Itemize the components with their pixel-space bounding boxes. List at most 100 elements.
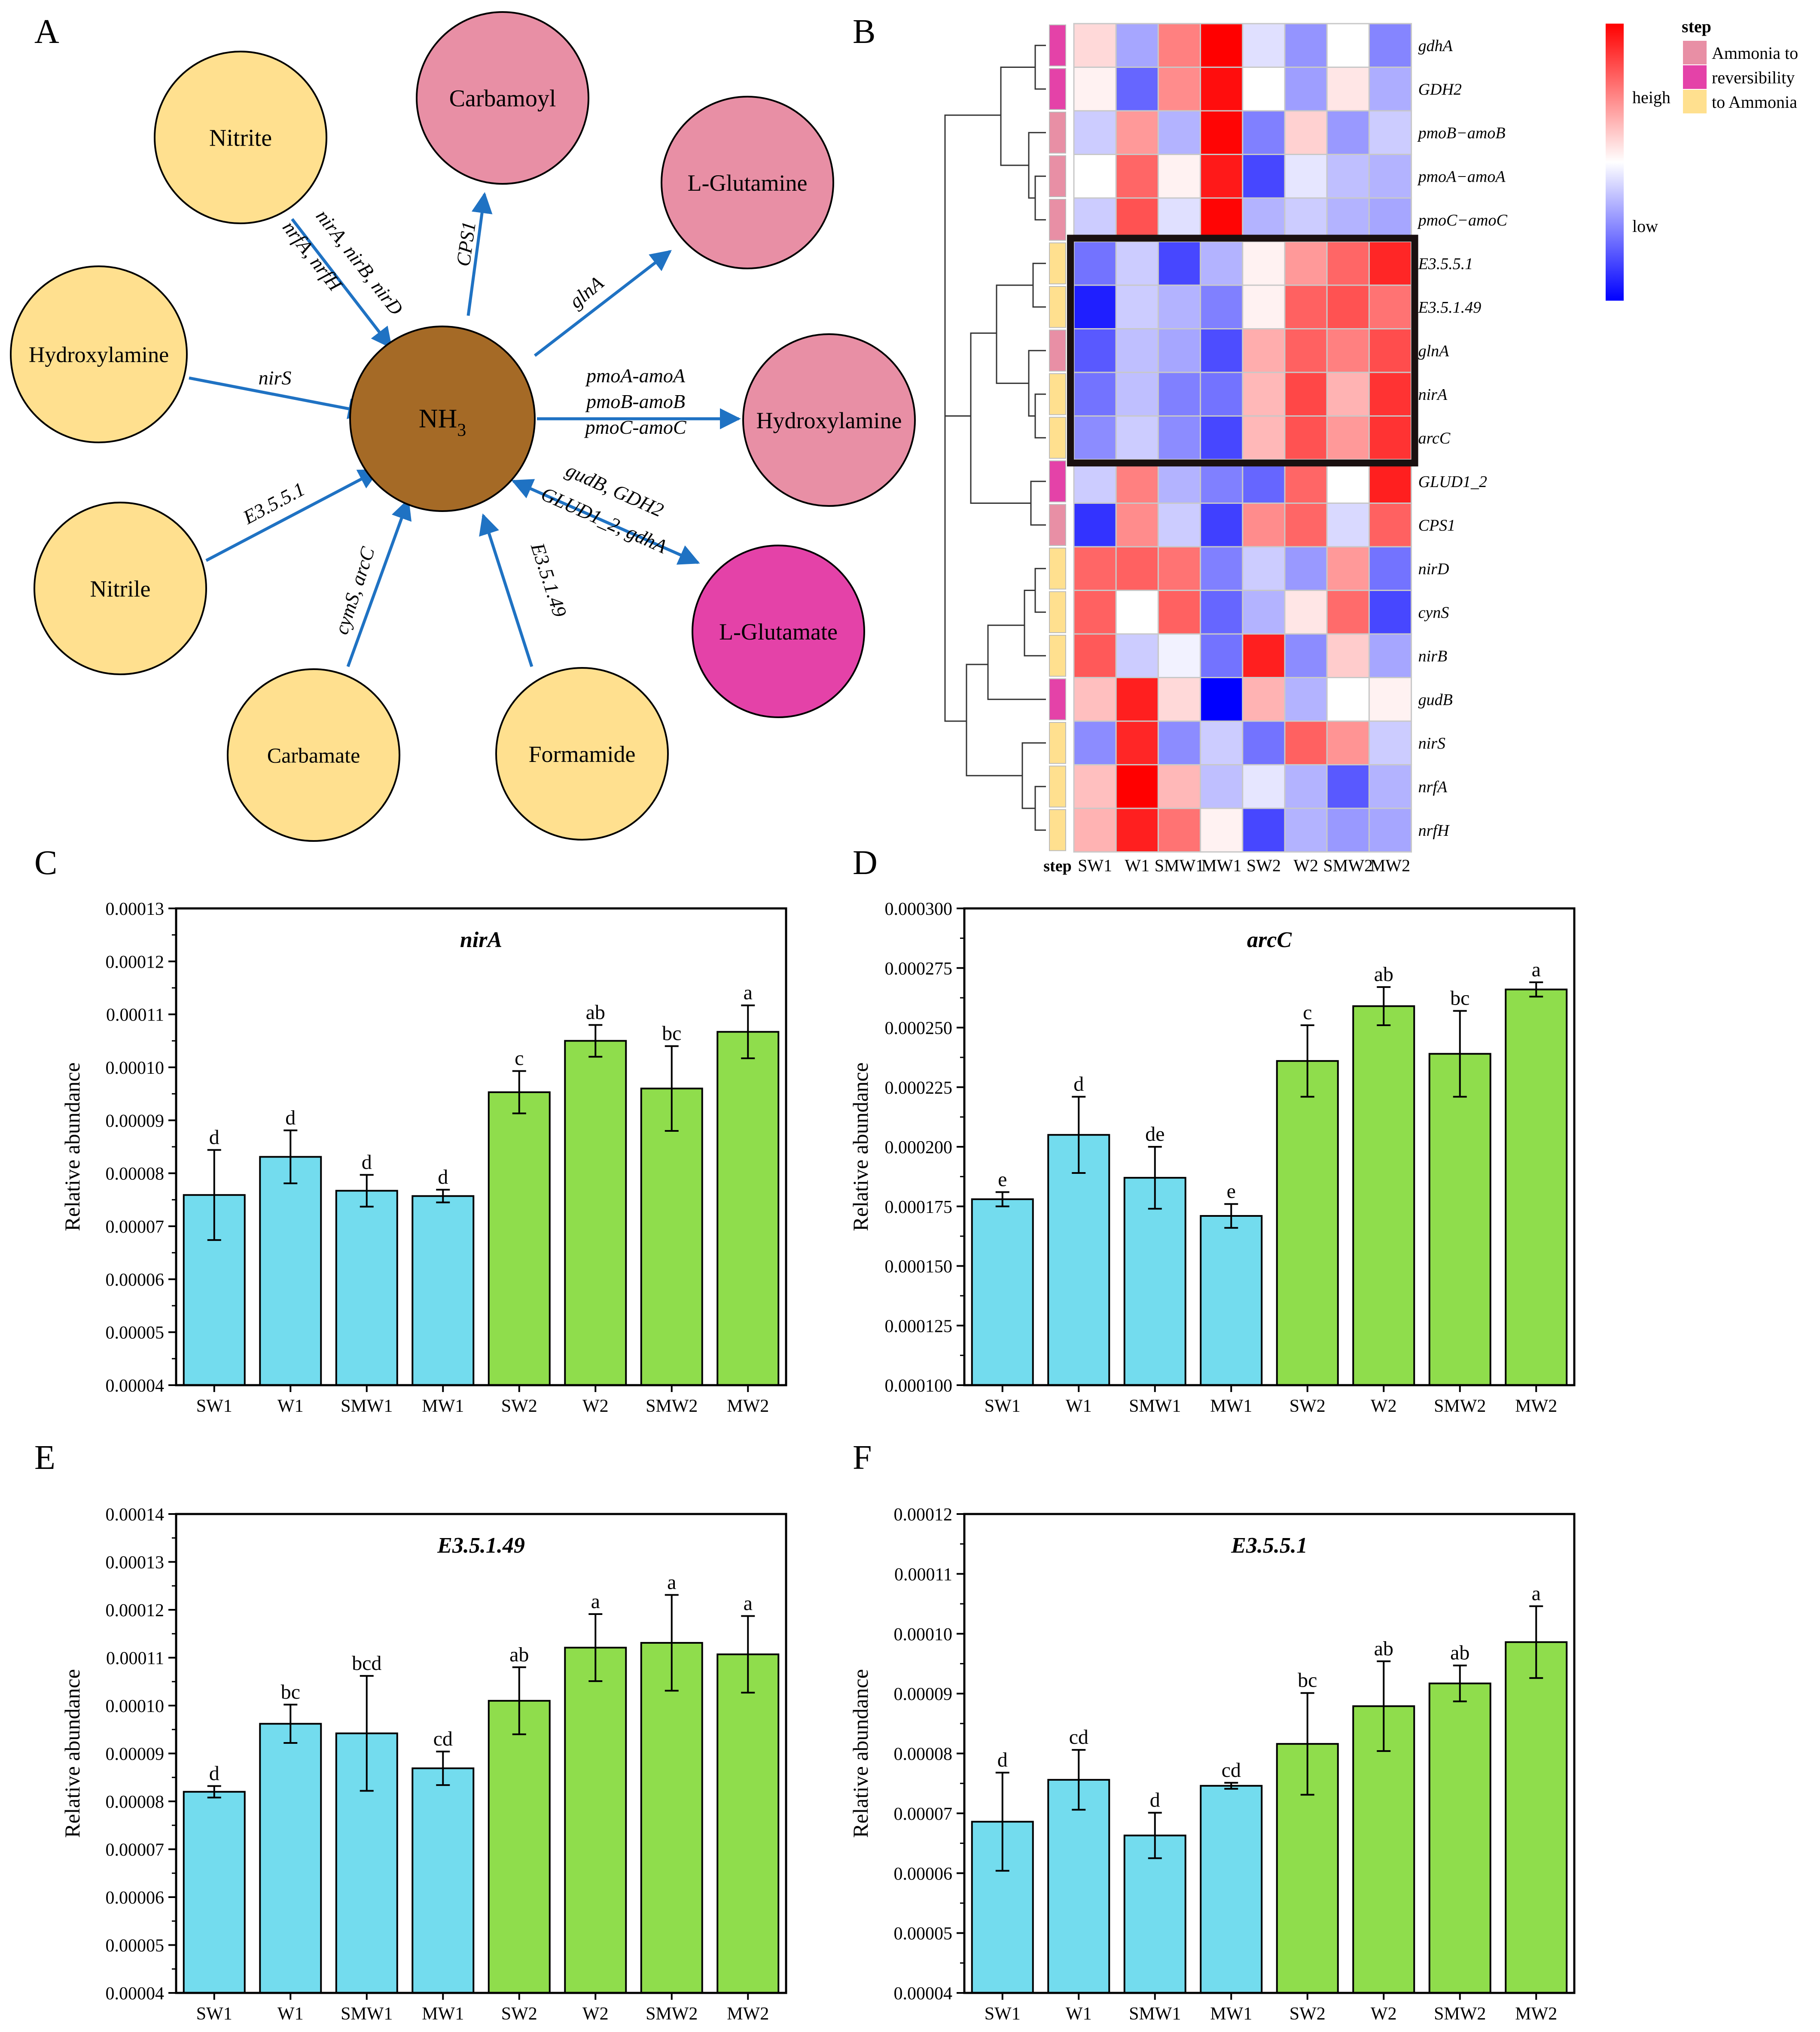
chart-d-bar-8 bbox=[1505, 988, 1568, 1386]
heat-cell-r4-c1 bbox=[1073, 154, 1117, 199]
heat-cell-r8-c4 bbox=[1200, 328, 1244, 373]
heat-cell-r5-c4 bbox=[1200, 197, 1244, 242]
heat-cell-r7-c4 bbox=[1200, 284, 1244, 329]
chart-c-ytick-label-1: 0.00004 bbox=[106, 1376, 165, 1396]
dendrogram-branch-11 bbox=[1034, 568, 1046, 613]
chart-e-sig-letter-4: cd bbox=[433, 1727, 453, 1750]
heat-cell-r11-c3 bbox=[1157, 459, 1201, 504]
heat-cell-r18-c2 bbox=[1115, 764, 1159, 809]
heat-cell-r18-c8 bbox=[1368, 764, 1412, 809]
heat-cell-r12-c5 bbox=[1242, 503, 1286, 548]
chart-c-bar-6 bbox=[564, 1040, 627, 1386]
chart-e-ytick-label-2: 0.00005 bbox=[106, 1936, 165, 1956]
colorbar-low-label: low bbox=[1632, 216, 1658, 236]
heat-col-label-8: MW2 bbox=[1370, 856, 1410, 875]
chart-f-xtick-label-6: W2 bbox=[1371, 2004, 1397, 2024]
chart-e-bar-1 bbox=[183, 1791, 246, 1994]
heat-cell-r14-c3 bbox=[1157, 590, 1201, 635]
dendrogram-branch-8 bbox=[996, 284, 1033, 384]
dendrogram-branch-13 bbox=[987, 625, 1046, 700]
heat-cell-r19-c7 bbox=[1326, 807, 1370, 853]
heat-cell-r10-c4 bbox=[1200, 415, 1244, 460]
node-hydroxylamine-product-label: Hydroxylamine bbox=[756, 408, 902, 433]
legend-swatch-1 bbox=[1683, 41, 1707, 64]
arrow-2 bbox=[189, 376, 369, 419]
arrow-6 bbox=[466, 192, 493, 316]
chart-e-ytick-label-6: 0.00009 bbox=[106, 1745, 165, 1764]
chart-c-ytick-label-9: 0.00012 bbox=[106, 952, 165, 972]
edge-label-3: nirS bbox=[259, 367, 292, 389]
dendrogram-branch-3 bbox=[1028, 132, 1046, 199]
chart-e-ytick-label-3: 0.00006 bbox=[106, 1888, 165, 1908]
chart-e-ytick-label-5: 0.00008 bbox=[106, 1792, 165, 1812]
heat-cell-r1-c4 bbox=[1200, 23, 1244, 68]
heat-row-label-10: arcC bbox=[1418, 429, 1451, 447]
heat-cell-r3-c8 bbox=[1368, 110, 1412, 155]
heat-cell-r14-c8 bbox=[1368, 590, 1412, 635]
chart-e-sig-letter-8: a bbox=[744, 1592, 753, 1615]
panel-f-chart: F 0.00004 0.00005 0.00006 0.00007 0.00008 0.00… bbox=[848, 1439, 1576, 2024]
chart-e-ytick-label-7: 0.00010 bbox=[106, 1697, 165, 1716]
heat-cell-r4-c5 bbox=[1242, 154, 1286, 199]
chart-e-bar-5 bbox=[488, 1700, 551, 1994]
heat-cell-r16-c2 bbox=[1115, 677, 1159, 722]
chart-f-ytick-label-2: 0.00005 bbox=[894, 1924, 953, 1944]
heat-cell-r12-c4 bbox=[1200, 503, 1244, 548]
step-cell-4 bbox=[1049, 155, 1066, 197]
chart-e-ytick-label-9: 0.00012 bbox=[106, 1601, 165, 1621]
chart-d-sig-letter-2: d bbox=[1073, 1072, 1084, 1095]
chart-d-bar-7 bbox=[1428, 1053, 1491, 1386]
node-nitrite bbox=[154, 51, 327, 224]
colorbar bbox=[1606, 24, 1624, 301]
heat-row-label-16: gudB bbox=[1418, 691, 1453, 709]
heat-cell-r5-c6 bbox=[1284, 197, 1328, 242]
heat-cell-r8-c7 bbox=[1326, 328, 1370, 373]
heat-row-label-13: nirD bbox=[1418, 560, 1449, 578]
chart-f-xtick-label-1: SW1 bbox=[985, 2004, 1021, 2024]
chart-d-title: arcC bbox=[1247, 928, 1292, 952]
heat-cell-r10-c8 bbox=[1368, 415, 1412, 460]
chart-c-xtick-label-3: SMW1 bbox=[341, 1396, 393, 1416]
edge-label-11: pmoC-amoC bbox=[584, 416, 686, 438]
dendrogram-branch-14 bbox=[1034, 786, 1046, 831]
heat-cell-r9-c8 bbox=[1368, 372, 1412, 417]
step-axis-label: step bbox=[1043, 857, 1071, 875]
heat-cell-r4-c7 bbox=[1326, 154, 1370, 199]
chart-f-xtick-label-7: SMW2 bbox=[1434, 2004, 1486, 2024]
heat-cell-r14-c5 bbox=[1242, 590, 1286, 635]
heat-cell-r9-c5 bbox=[1242, 372, 1286, 417]
chart-c-bar-2 bbox=[259, 1156, 322, 1386]
chart-e-sig-letter-7: a bbox=[667, 1571, 676, 1593]
chart-e-xtick-label-2: W1 bbox=[277, 2004, 304, 2024]
chart-f-sig-letter-5: bc bbox=[1298, 1669, 1317, 1692]
heat-cell-r13-c6 bbox=[1284, 546, 1328, 591]
heat-cell-r10-c3 bbox=[1157, 415, 1201, 460]
heat-row-label-6: E3.5.5.1 bbox=[1418, 255, 1473, 273]
heat-cell-r18-c6 bbox=[1284, 764, 1328, 809]
step-cell-18 bbox=[1049, 765, 1066, 807]
chart-f-sig-letter-2: cd bbox=[1069, 1726, 1088, 1749]
step-cell-17 bbox=[1049, 722, 1066, 764]
chart-d-xtick-label-5: SW2 bbox=[1290, 1396, 1326, 1416]
heat-cell-r12-c3 bbox=[1157, 503, 1201, 548]
chart-e-ytick-label-10: 0.00013 bbox=[106, 1553, 165, 1573]
heat-cell-r7-c3 bbox=[1157, 284, 1201, 329]
chart-f-bar-7 bbox=[1428, 1682, 1491, 1994]
heat-cell-r10-c6 bbox=[1284, 415, 1328, 460]
chart-c-ytick-label-4: 0.00007 bbox=[106, 1217, 165, 1237]
heat-cell-r8-c3 bbox=[1157, 328, 1201, 373]
dendrogram-branch-12 bbox=[1024, 590, 1046, 657]
heat-cell-r2-c4 bbox=[1200, 67, 1244, 112]
heat-cell-r19-c4 bbox=[1200, 807, 1244, 853]
chart-e-bar-4 bbox=[412, 1767, 475, 1994]
chart-d-xtick-label-1: SW1 bbox=[985, 1396, 1021, 1416]
heat-cell-r15-c1 bbox=[1073, 633, 1117, 678]
chart-d-frame bbox=[963, 907, 1576, 1386]
chart-c-ytick-label-10: 0.00013 bbox=[106, 899, 165, 919]
chart-c-sig-letter-7: bc bbox=[662, 1022, 681, 1045]
heat-cell-r12-c7 bbox=[1326, 503, 1370, 548]
heat-cell-r6-c2 bbox=[1115, 241, 1159, 286]
chart-e-ylabel: Relative abundance bbox=[60, 1669, 84, 1838]
chart-f-sig-letter-8: a bbox=[1532, 1582, 1541, 1605]
heat-cell-r6-c4 bbox=[1200, 241, 1244, 286]
